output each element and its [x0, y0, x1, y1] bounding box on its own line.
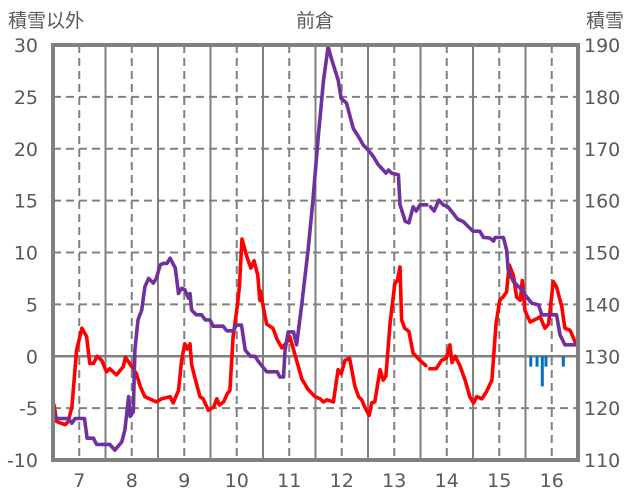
y2-tick-label: 170: [584, 139, 620, 161]
snow-depth-line: [428, 198, 578, 347]
y-tick-label: 10: [14, 243, 38, 265]
y2-tick-label: 190: [584, 35, 620, 57]
chart-title: 前倉: [296, 10, 335, 32]
y2-tick-label: 150: [584, 243, 620, 265]
y2-tick-label: 180: [584, 87, 620, 109]
y2-tick-label: 130: [584, 346, 620, 368]
plot-frame: [51, 43, 580, 462]
y-tick-label: 25: [14, 87, 38, 109]
right-axis-title: 積雪: [586, 10, 625, 32]
temperature-line: [52, 237, 428, 427]
y2-tick-label: 110: [584, 450, 620, 472]
x-tick-label: 16: [540, 470, 564, 492]
y2-tick-label: 140: [584, 294, 620, 316]
left-axis-title: 積雪以外: [8, 10, 85, 32]
x-tick-label: 12: [330, 470, 354, 492]
y-tick-label: 0: [26, 346, 38, 368]
x-tick-label: 14: [435, 470, 459, 492]
snow-depth-line: [52, 44, 429, 452]
x-tick-label: 8: [126, 470, 138, 492]
x-tick-label: 15: [487, 470, 511, 492]
temperature-line: [428, 263, 578, 405]
y-tick-label: -10: [7, 450, 38, 472]
y-tick-label: 5: [26, 294, 38, 316]
x-tick-label: 11: [277, 470, 301, 492]
y-tick-label: 30: [14, 35, 38, 57]
x-tick-label: 13: [382, 470, 406, 492]
y-tick-label: 15: [14, 191, 38, 213]
y-tick-label: -5: [19, 398, 38, 420]
x-tick-label: 10: [225, 470, 249, 492]
y2-tick-label: 160: [584, 191, 620, 213]
y-tick-label: 20: [14, 139, 38, 161]
x-tick-label: 9: [178, 470, 190, 492]
x-tick-label: 7: [73, 470, 85, 492]
y2-tick-label: 120: [584, 398, 620, 420]
